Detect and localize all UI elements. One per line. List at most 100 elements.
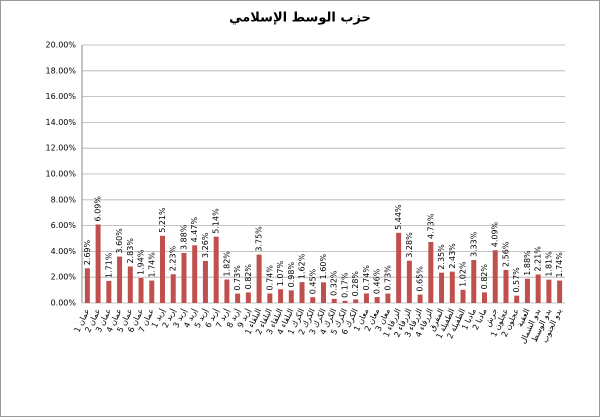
data-label: 2.23% xyxy=(169,245,178,271)
bar xyxy=(460,289,466,303)
bar xyxy=(492,250,498,303)
bar xyxy=(363,293,369,303)
data-label: 1.71% xyxy=(104,252,113,278)
bar xyxy=(224,279,230,303)
data-label: 0.74% xyxy=(362,265,371,291)
bar xyxy=(524,278,530,303)
bar xyxy=(331,298,337,303)
data-label: 5.21% xyxy=(158,207,167,233)
data-label: 0.32% xyxy=(330,270,339,296)
bar xyxy=(267,293,273,303)
bar xyxy=(428,241,434,303)
bar xyxy=(106,280,112,303)
data-label: 1.62% xyxy=(298,253,307,279)
data-label: 5.14% xyxy=(212,208,221,234)
bar xyxy=(213,236,219,303)
data-label: 1.81% xyxy=(544,251,553,277)
data-label: 2.35% xyxy=(437,244,446,270)
bar xyxy=(235,293,241,303)
data-label: 3.28% xyxy=(405,232,414,258)
y-tick-label: 8.00% xyxy=(51,195,77,204)
bar xyxy=(514,295,520,303)
data-label: 3.33% xyxy=(469,231,478,257)
data-label: 1.74% xyxy=(555,252,564,278)
data-label: 0.73% xyxy=(233,265,242,291)
bar xyxy=(160,235,165,303)
bar xyxy=(181,252,187,303)
bar xyxy=(245,292,251,303)
bar xyxy=(374,297,380,303)
data-label: 4.47% xyxy=(190,217,199,243)
data-label: 2.56% xyxy=(501,241,510,267)
data-label: 2.83% xyxy=(126,238,135,264)
data-label: 3.75% xyxy=(255,226,264,252)
data-label: 0.28% xyxy=(351,271,360,297)
bar xyxy=(84,268,90,303)
data-label: 0.57% xyxy=(512,267,521,293)
data-label: 0.82% xyxy=(244,264,253,290)
bar xyxy=(299,282,305,303)
bar xyxy=(557,280,563,303)
bar xyxy=(342,300,348,303)
bar xyxy=(396,232,402,303)
data-label: 0.65% xyxy=(416,266,425,292)
data-label: 3.60% xyxy=(115,228,124,254)
bar xyxy=(439,272,445,303)
data-label: 0.73% xyxy=(383,265,392,291)
bar xyxy=(256,254,262,303)
data-label: 3.26% xyxy=(201,232,210,258)
data-label: 4.73% xyxy=(426,213,435,239)
y-tick-label: 14.00% xyxy=(45,118,76,127)
data-label: 0.45% xyxy=(308,268,317,294)
data-label: 1.74% xyxy=(147,252,156,278)
bar xyxy=(546,279,552,303)
data-label: 1.02% xyxy=(459,261,468,287)
bar xyxy=(471,260,477,303)
data-label: 0.82% xyxy=(480,264,489,290)
bar xyxy=(95,224,101,303)
y-tick-label: 6.00% xyxy=(51,221,77,230)
bar xyxy=(138,277,144,303)
data-label: 0.46% xyxy=(373,268,382,294)
data-label: 2.69% xyxy=(83,239,92,265)
bar xyxy=(170,274,176,303)
data-label: 4.09% xyxy=(491,221,500,247)
bar xyxy=(482,292,487,303)
data-label: 0.17% xyxy=(340,272,349,298)
bar xyxy=(535,274,541,303)
y-tick-label: 4.00% xyxy=(51,247,77,256)
bar xyxy=(288,290,294,303)
y-tick-label: 18.00% xyxy=(45,66,76,75)
chart-title: حزب الوسط الإسلامي xyxy=(229,11,371,26)
y-tick-label: 10.00% xyxy=(45,170,76,179)
y-tick-label: 16.00% xyxy=(45,92,76,101)
bar xyxy=(449,271,455,303)
bar xyxy=(117,256,123,303)
y-tick-label: 2.00% xyxy=(51,273,77,282)
data-label: 1.07% xyxy=(276,260,285,286)
bar xyxy=(192,245,198,303)
bar xyxy=(127,266,133,303)
bar xyxy=(406,260,412,303)
data-label: 1.94% xyxy=(137,249,146,275)
data-label: 1.88% xyxy=(523,250,532,276)
data-label: 2.43% xyxy=(448,243,457,269)
data-label: 1.60% xyxy=(319,254,328,280)
bar xyxy=(310,297,316,303)
bar xyxy=(353,299,359,303)
bar xyxy=(503,269,509,303)
data-label: 1.82% xyxy=(222,251,231,277)
y-tick-label: 0.00% xyxy=(51,299,77,308)
data-label: 6.09% xyxy=(94,196,103,222)
bar xyxy=(278,289,284,303)
data-label: 0.98% xyxy=(287,262,296,288)
bar xyxy=(385,293,391,303)
y-tick-label: 12.00% xyxy=(45,144,76,153)
y-tick-label: 20.00% xyxy=(45,41,76,50)
bar xyxy=(417,294,423,303)
bar xyxy=(202,260,208,303)
data-label: 3.88% xyxy=(179,224,188,250)
data-label: 0.74% xyxy=(265,265,274,291)
